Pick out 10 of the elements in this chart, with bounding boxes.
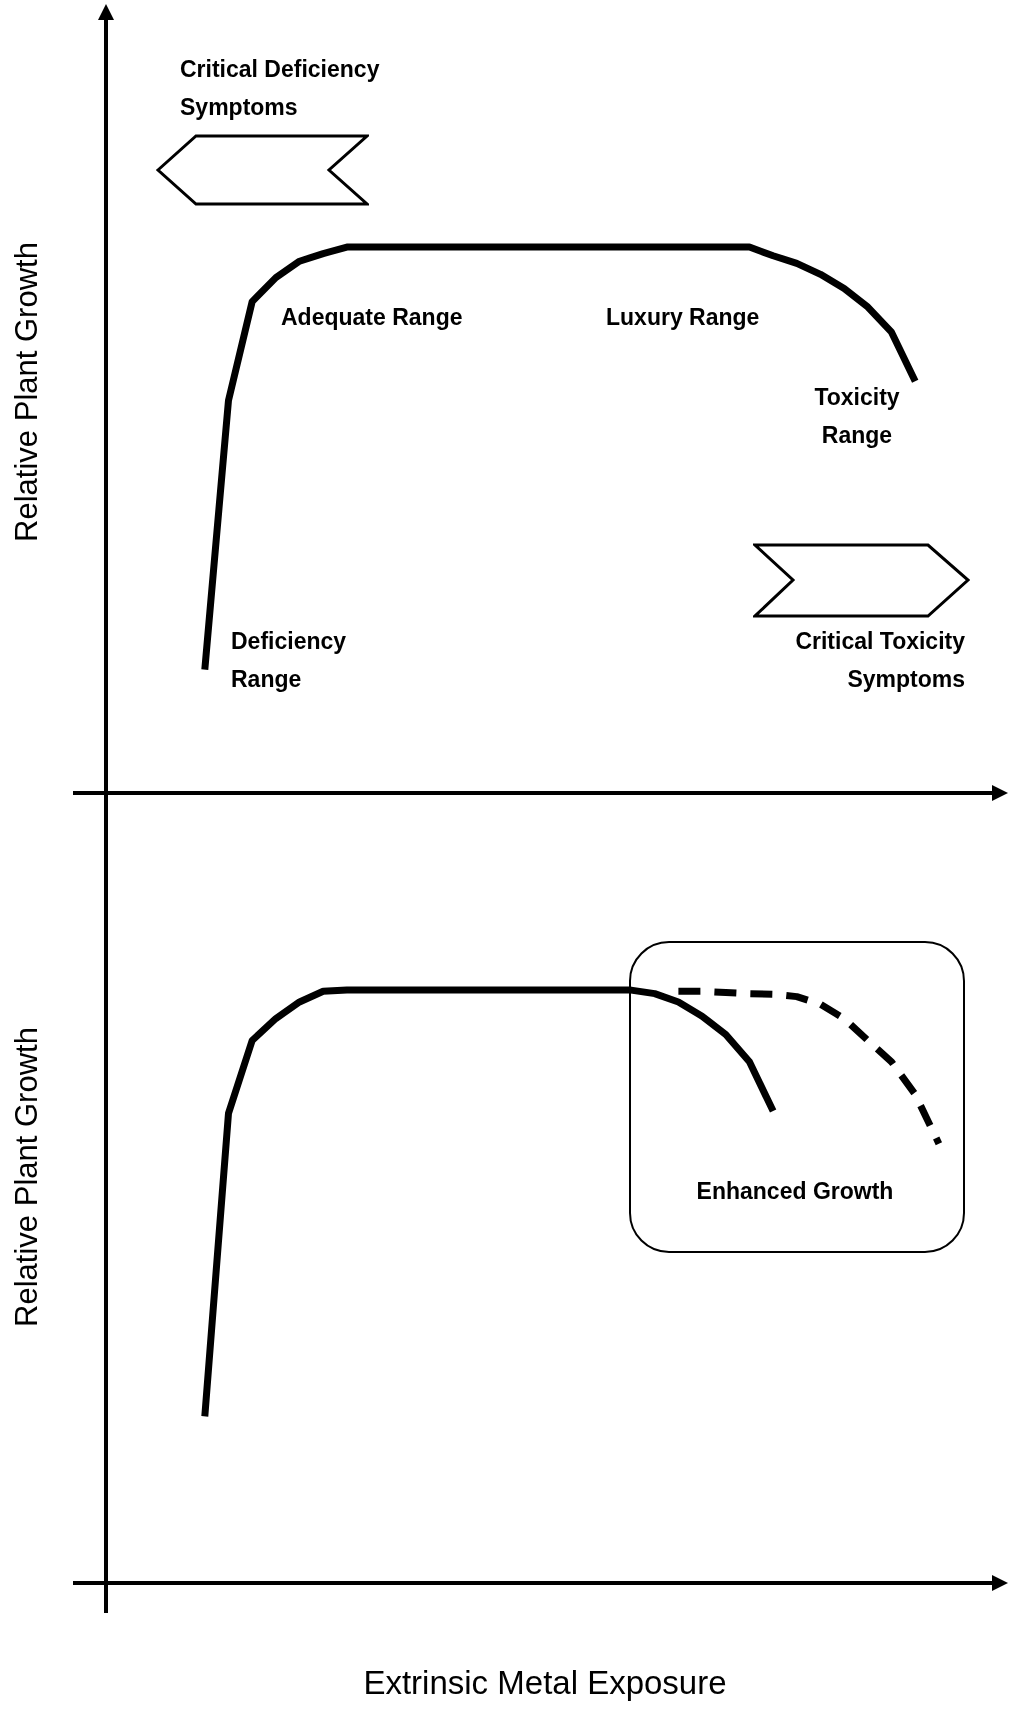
y-axis-title: Relative Plant Growth [9,242,45,542]
y-axis-title: Relative Plant Growth [9,1027,45,1327]
annotation: Critical Toxicity Symptoms [794,627,965,694]
x-axis-title: Extrinsic Metal Exposure [363,1664,727,1702]
annotation: Adequate Range [281,303,464,332]
text: Critical Deficiency Symptoms [180,55,381,122]
annotation: Toxicity Range [813,383,901,450]
annotation: Deficiency Range [231,627,348,694]
annotation: Enhanced Growth [695,1177,895,1206]
annotation: Luxury Range [606,303,761,332]
